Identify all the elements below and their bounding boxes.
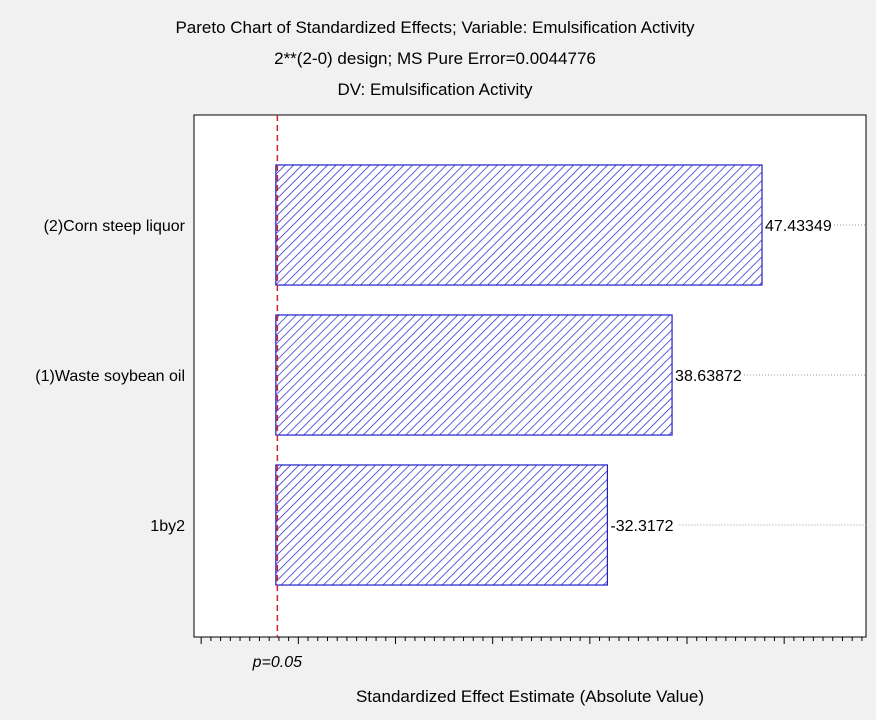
value-labels: 47.43349 38.63872 -32.3172 <box>610 218 831 535</box>
bar-1 <box>275 164 763 286</box>
chart-title-line-1: Pareto Chart of Standardized Effects; Va… <box>175 18 695 37</box>
significance-label: p=0.05 <box>252 654 302 671</box>
category-labels: (2)Corn steep liquor (1)Waste soybean oil… <box>35 218 185 535</box>
value-label-2: 38.63872 <box>675 368 742 385</box>
bars <box>275 164 763 586</box>
x-axis-ticks <box>200 637 863 644</box>
x-axis-title: Standardized Effect Estimate (Absolute V… <box>356 687 704 706</box>
category-label-1: (2)Corn steep liquor <box>44 218 186 235</box>
value-label-3: -32.3172 <box>610 518 673 535</box>
category-label-3: 1by2 <box>150 518 185 535</box>
leader-lines <box>679 224 866 526</box>
bar-2 <box>275 314 673 436</box>
category-label-2: (1)Waste soybean oil <box>35 368 185 385</box>
chart-title-line-3: DV: Emulsification Activity <box>338 80 533 99</box>
bar-3 <box>275 464 608 586</box>
value-label-1: 47.43349 <box>765 218 832 235</box>
chart-title-line-2: 2**(2-0) design; MS Pure Error=0.0044776 <box>274 49 596 68</box>
